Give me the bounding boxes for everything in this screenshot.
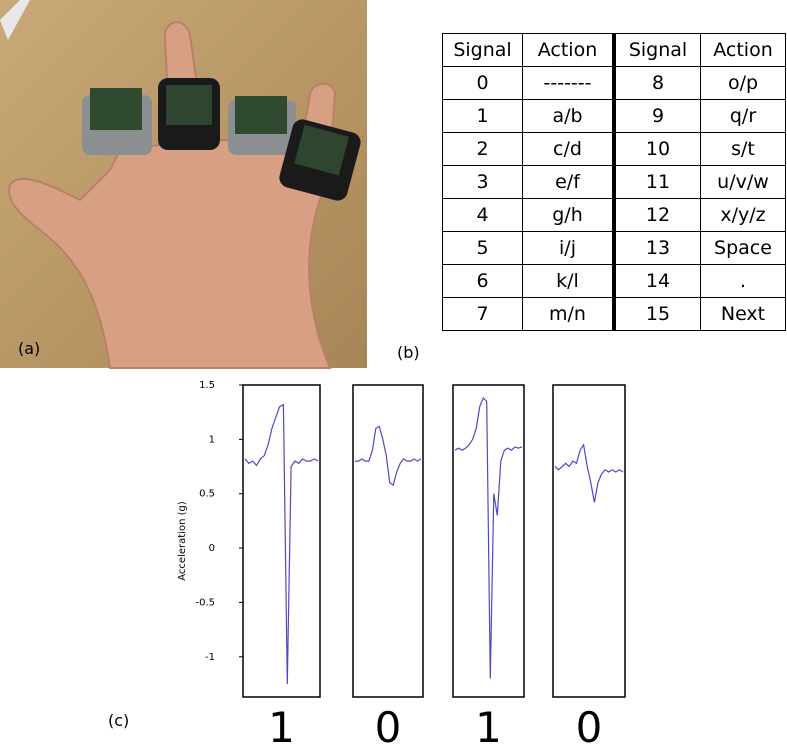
- table-cell: g/h: [523, 199, 615, 232]
- table-cell: 11: [614, 166, 701, 199]
- table-cell: Signal: [614, 34, 701, 67]
- table-cell: 2: [443, 133, 523, 166]
- y-tick-label: 1: [209, 434, 215, 445]
- table-cell: 1: [443, 100, 523, 133]
- acceleration-trace: [245, 405, 318, 684]
- photo: [0, 0, 367, 368]
- table-cell: 15: [614, 298, 701, 331]
- table-cell: 3: [443, 166, 523, 199]
- y-tick-label: 0.5: [199, 489, 215, 500]
- plot-frame: [353, 385, 423, 697]
- table-cell: 14: [614, 265, 701, 298]
- table-cell: Next: [701, 298, 786, 331]
- table-cell: 0: [443, 67, 523, 100]
- table-cell: a/b: [523, 100, 615, 133]
- table-cell: 9: [614, 100, 701, 133]
- ring-2: [158, 78, 220, 150]
- digit-label: 1: [268, 703, 295, 745]
- table-cell: Action: [701, 34, 786, 67]
- table-cell: e/f: [523, 166, 615, 199]
- digit-label: 0: [576, 703, 603, 745]
- y-tick-label: -0.5: [195, 597, 215, 608]
- y-tick-label: 1.5: [199, 380, 215, 391]
- table-cell: k/l: [523, 265, 615, 298]
- table-cell: c/d: [523, 133, 615, 166]
- panel-label: (a): [18, 339, 40, 358]
- digit-label: 0: [375, 703, 402, 745]
- table-cell: 8: [614, 67, 701, 100]
- page: (a) (b) (c) Acceleration (g) 1.510.50-0.…: [0, 0, 787, 745]
- table-cell: 10: [614, 133, 701, 166]
- table-cell: 5: [443, 232, 523, 265]
- y-axis-label: Acceleration (g): [177, 501, 188, 581]
- ring-3: [228, 96, 296, 155]
- table-cell: 12: [614, 199, 701, 232]
- table-cell: x/y/z: [701, 199, 786, 232]
- acceleration-trace: [355, 426, 421, 485]
- table-cell: o/p: [701, 67, 786, 100]
- table-cell: 13: [614, 232, 701, 265]
- acceleration-trace: [455, 398, 522, 679]
- panel-label: (c): [108, 711, 129, 730]
- table-cell: Action: [523, 34, 615, 67]
- table-cell: m/n: [523, 298, 615, 331]
- plot-frame: [553, 385, 625, 697]
- table-cell: 7: [443, 298, 523, 331]
- table-cell: 6: [443, 265, 523, 298]
- table-cell: i/j: [523, 232, 615, 265]
- table-cell: Space: [701, 232, 786, 265]
- panel-label: (b): [397, 343, 420, 362]
- y-tick-label: 0: [209, 543, 215, 554]
- y-tick-label: -1: [205, 652, 215, 663]
- table-cell: s/t: [701, 133, 786, 166]
- table-cell: -------: [523, 67, 615, 100]
- table-cell: u/v/w: [701, 166, 786, 199]
- table-cell: 4: [443, 199, 523, 232]
- acceleration-trace: [555, 445, 623, 503]
- table-cell: Signal: [443, 34, 523, 67]
- ring-1: [82, 88, 152, 155]
- plot-frame: [243, 385, 320, 697]
- digit-label: 1: [475, 703, 502, 745]
- table-cell: .: [701, 265, 786, 298]
- table-cell: q/r: [701, 100, 786, 133]
